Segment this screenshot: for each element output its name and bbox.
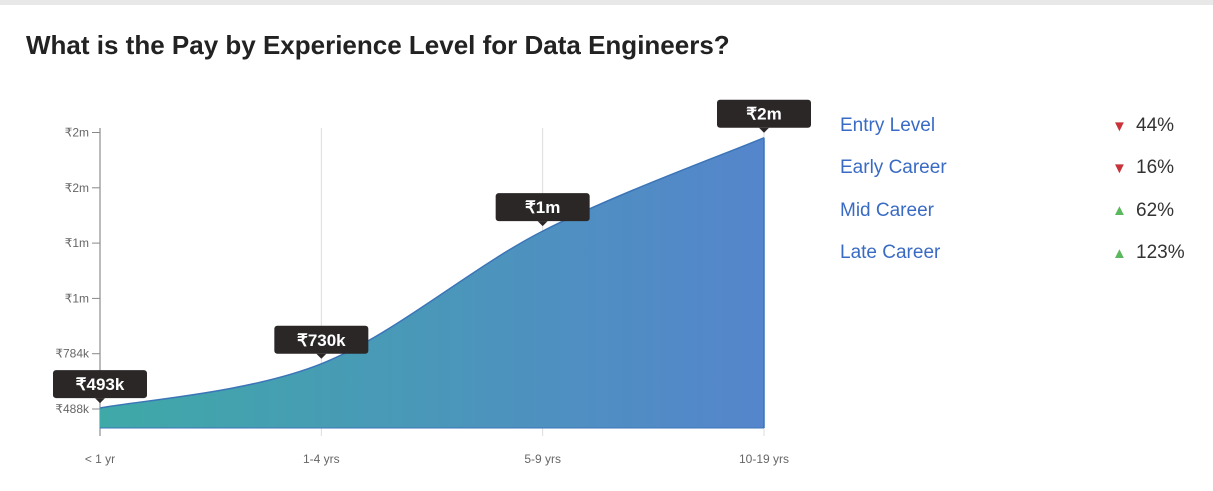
x-tick-label: 10-19 yrs	[739, 452, 789, 466]
legend-value: 123%	[1136, 242, 1185, 264]
data-label: ₹1m	[525, 198, 560, 217]
legend-label[interactable]: Mid Career	[840, 199, 934, 221]
legend-item: Early Career ▼ 16%	[840, 147, 1200, 189]
data-label-box	[53, 370, 147, 399]
arrow-down-icon: ▼	[1112, 159, 1127, 177]
arrow-up-icon: ▲	[1112, 202, 1127, 220]
y-tick-label: ₹2m	[65, 181, 89, 195]
legend-value: 62%	[1136, 199, 1175, 221]
legend-label[interactable]: Late Career	[840, 242, 941, 264]
x-tick-label: 5-9 yrs	[524, 452, 561, 466]
arrow-down-icon: ▼	[1112, 117, 1127, 135]
data-label: ₹730k	[297, 331, 346, 350]
legend-label[interactable]: Entry Level	[840, 115, 936, 137]
legend-item: Entry Level ▼ 44%	[840, 105, 1200, 147]
data-label-pointer	[759, 127, 769, 133]
legend-item: Late Career ▲ 123%	[840, 232, 1200, 274]
y-tick-label: ₹1m	[65, 236, 89, 250]
legend-label[interactable]: Early Career	[840, 157, 947, 179]
legend-value: 44%	[1136, 115, 1175, 137]
top-bar	[0, 0, 1213, 5]
data-label-pointer	[95, 398, 105, 404]
data-label-pointer	[316, 353, 327, 359]
data-label-box	[274, 325, 369, 354]
data-label-pointer	[537, 221, 548, 227]
area-fill	[100, 137, 764, 428]
data-label-box	[495, 193, 590, 222]
y-tick-label: ₹2m	[65, 126, 89, 140]
chart-title: What is the Pay by Experience Level for …	[26, 30, 730, 60]
legend-item: Mid Career ▲ 62%	[840, 190, 1200, 232]
data-label: ₹493k	[76, 375, 125, 394]
legend-value: 16%	[1136, 157, 1175, 179]
data-label-box	[717, 99, 811, 128]
arrow-up-icon: ▲	[1112, 244, 1127, 262]
y-tick-label: ₹784k	[55, 347, 90, 361]
series-line	[99, 137, 765, 409]
data-label: ₹2m	[746, 105, 781, 124]
y-tick-label: ₹488k	[55, 402, 90, 416]
y-tick-label: ₹1m	[65, 291, 89, 305]
x-tick-label: < 1 yr	[85, 452, 115, 466]
legend: Entry Level ▼ 44% Early Career ▼ 16% Mid Car…	[840, 105, 1200, 274]
x-tick-label: 1-4 yrs	[303, 452, 340, 466]
